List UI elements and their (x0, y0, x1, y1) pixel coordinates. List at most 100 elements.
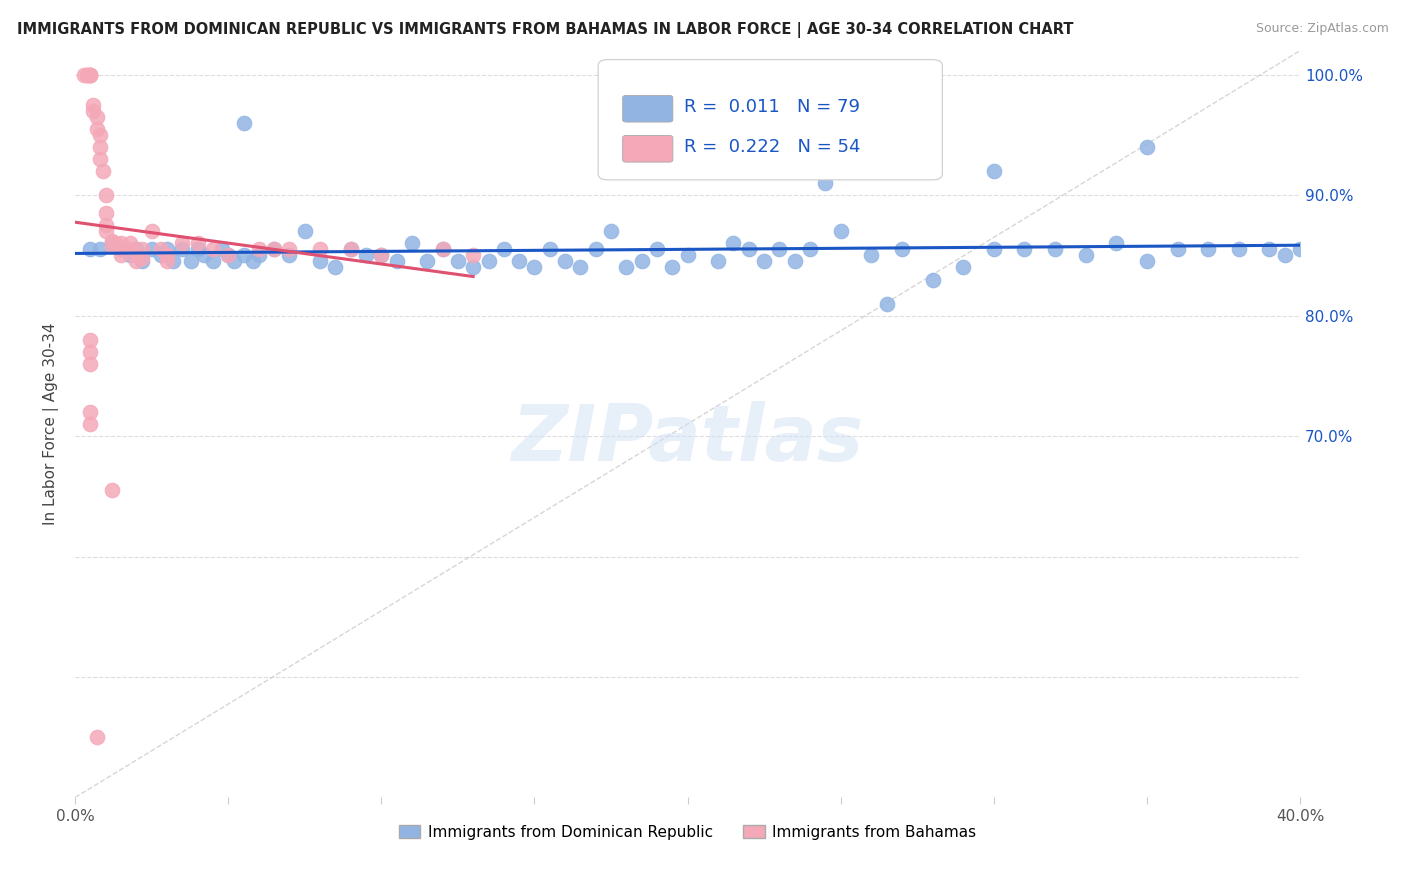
Point (447, 254, 470, 268)
Point (370, 248, 392, 262)
Point (738, 243, 761, 257)
Point (263, 243, 285, 257)
Point (983, 164, 1005, 178)
Point (325, 260, 347, 275)
Point (149, 243, 172, 257)
Point (79, 417, 101, 431)
Point (1105, 236, 1128, 251)
Point (339, 243, 361, 257)
Point (278, 248, 301, 262)
Point (101, 239, 124, 253)
Point (508, 254, 530, 268)
Point (224, 254, 246, 268)
Point (162, 254, 184, 268)
Point (94, 219, 117, 233)
Point (94, 206, 117, 220)
Point (110, 243, 132, 257)
Point (339, 243, 361, 257)
Point (523, 260, 546, 275)
Point (600, 224, 623, 238)
Point (401, 236, 423, 251)
Point (432, 243, 454, 257)
Point (477, 254, 499, 268)
Point (131, 243, 153, 257)
Point (180, 254, 202, 268)
Point (416, 254, 439, 268)
Point (614, 260, 637, 275)
Point (1014, 243, 1036, 257)
FancyBboxPatch shape (623, 95, 673, 122)
Point (79, 68, 101, 82)
Point (463, 248, 485, 262)
Text: R =  0.011   N = 79: R = 0.011 N = 79 (683, 98, 860, 116)
Point (385, 254, 408, 268)
Point (187, 236, 209, 251)
Point (201, 254, 224, 268)
Point (676, 248, 699, 262)
Point (120, 243, 142, 257)
Point (723, 236, 745, 251)
Point (1289, 243, 1312, 257)
Point (76, 68, 98, 82)
Text: R =  0.222   N = 54: R = 0.222 N = 54 (683, 138, 860, 156)
Point (91, 164, 114, 178)
Point (94, 188, 117, 202)
Point (1227, 243, 1250, 257)
Point (125, 254, 148, 268)
Point (79, 68, 101, 82)
Point (1274, 248, 1296, 262)
Point (630, 254, 652, 268)
Point (569, 260, 592, 275)
Point (492, 243, 515, 257)
Point (232, 248, 254, 262)
Point (79, 344, 101, 359)
Point (89, 140, 111, 154)
Point (232, 116, 254, 130)
Point (983, 243, 1005, 257)
Point (149, 248, 172, 262)
Point (1197, 243, 1219, 257)
Point (89, 128, 111, 142)
Point (104, 236, 127, 251)
Point (201, 243, 224, 257)
Point (82, 98, 104, 112)
Point (538, 243, 561, 257)
Point (156, 243, 179, 257)
Point (141, 243, 163, 257)
Point (110, 236, 132, 251)
Point (211, 243, 233, 257)
Point (89, 243, 111, 257)
Point (86, 730, 108, 744)
Point (125, 243, 148, 257)
Point (131, 251, 153, 265)
Point (79, 357, 101, 371)
Point (370, 248, 392, 262)
Point (1136, 140, 1159, 154)
FancyBboxPatch shape (623, 136, 673, 162)
Text: ZIPatlas: ZIPatlas (512, 401, 863, 477)
Point (952, 260, 974, 275)
Point (217, 248, 239, 262)
Point (752, 254, 775, 268)
Point (814, 176, 837, 190)
Point (463, 260, 485, 275)
Point (661, 260, 683, 275)
Point (585, 243, 607, 257)
Point (172, 236, 194, 251)
Legend: Immigrants from Dominican Republic, Immigrants from Bahamas: Immigrants from Dominican Republic, Immi… (392, 819, 983, 846)
Point (768, 243, 790, 257)
Point (217, 248, 239, 262)
Point (94, 224, 117, 238)
Point (707, 254, 730, 268)
Point (156, 248, 179, 262)
Point (432, 243, 454, 257)
Point (1136, 254, 1159, 268)
Point (110, 248, 132, 262)
Point (278, 243, 301, 257)
Y-axis label: In Labor Force | Age 30-34: In Labor Force | Age 30-34 (44, 323, 59, 525)
Point (830, 224, 852, 238)
Point (101, 234, 124, 248)
Point (1167, 243, 1189, 257)
Point (354, 248, 377, 262)
Point (125, 248, 148, 262)
